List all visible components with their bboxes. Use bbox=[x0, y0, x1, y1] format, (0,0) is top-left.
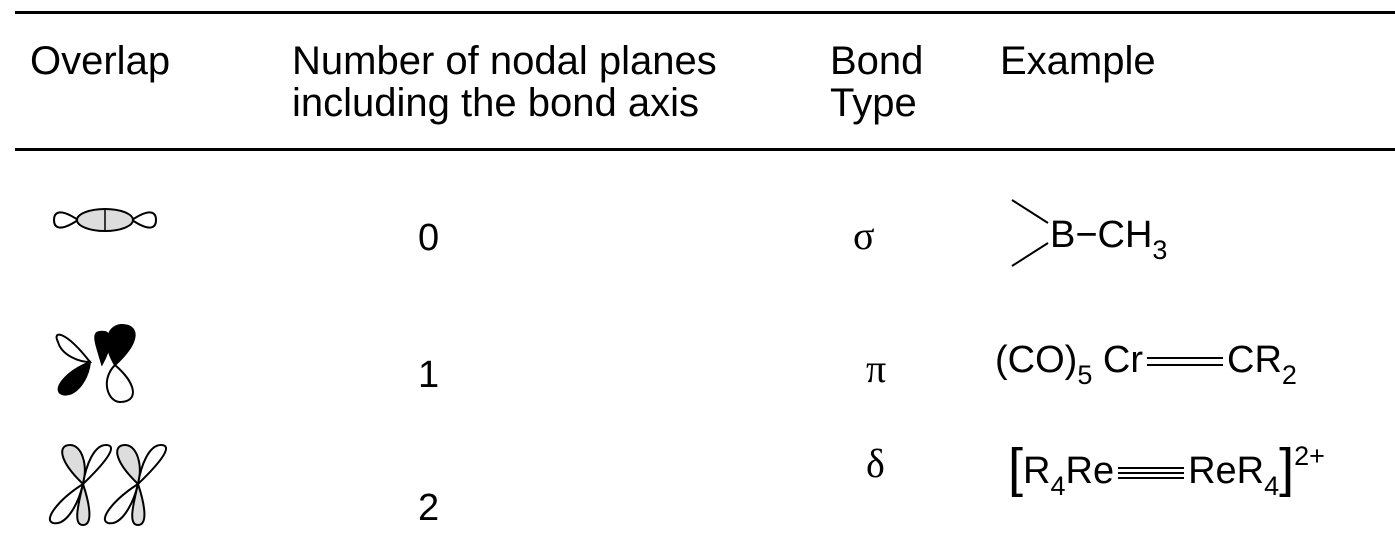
header-cell: Overlap bbox=[30, 39, 171, 83]
example: [R4Re ReR4]2+ bbox=[1008, 441, 1325, 501]
nodal-planes: 1 bbox=[418, 354, 440, 396]
bracket: ] bbox=[1279, 438, 1295, 498]
formula-subscript: 4 bbox=[1264, 471, 1280, 501]
branch-lines bbox=[1011, 199, 1049, 267]
example: B−CH3 bbox=[1050, 214, 1167, 265]
formula-superscript: 2+ bbox=[1294, 441, 1325, 471]
formula-part: Re bbox=[1065, 450, 1115, 492]
formula-subscript: 4 bbox=[1050, 471, 1066, 501]
double-bond bbox=[1147, 352, 1224, 371]
formula-part: (CO) bbox=[995, 339, 1078, 381]
header-rule bbox=[15, 148, 1395, 151]
formula-subscript: 5 bbox=[1077, 360, 1093, 390]
nodal-planes: 0 bbox=[418, 217, 440, 259]
example: (CO)5 Cr CR2 bbox=[995, 339, 1297, 390]
delta-orbital bbox=[48, 443, 167, 527]
formula-part: R bbox=[1023, 450, 1051, 492]
bond-type: π bbox=[866, 346, 887, 391]
sigma-orbital bbox=[52, 208, 158, 232]
nodal-planes: 2 bbox=[418, 487, 440, 529]
bracket: [ bbox=[1008, 438, 1024, 498]
top-rule bbox=[15, 11, 1395, 14]
triple-bond bbox=[1118, 464, 1185, 482]
header-cell: Bond Type bbox=[830, 39, 924, 125]
bond-type: σ bbox=[853, 213, 875, 258]
pi-orbital bbox=[55, 323, 136, 404]
formula-part: Cr bbox=[1102, 339, 1144, 381]
bond-type: δ bbox=[866, 441, 885, 486]
header-cell: Example bbox=[1000, 39, 1156, 83]
formula-part: B−CH bbox=[1050, 214, 1153, 256]
formula-part: ReR bbox=[1188, 450, 1265, 492]
header-cell: Number of nodal planes including the bon… bbox=[292, 39, 717, 125]
formula-subscript: 3 bbox=[1152, 235, 1168, 265]
formula-subscript: 2 bbox=[1281, 360, 1297, 390]
formula-part: CR bbox=[1227, 339, 1282, 381]
